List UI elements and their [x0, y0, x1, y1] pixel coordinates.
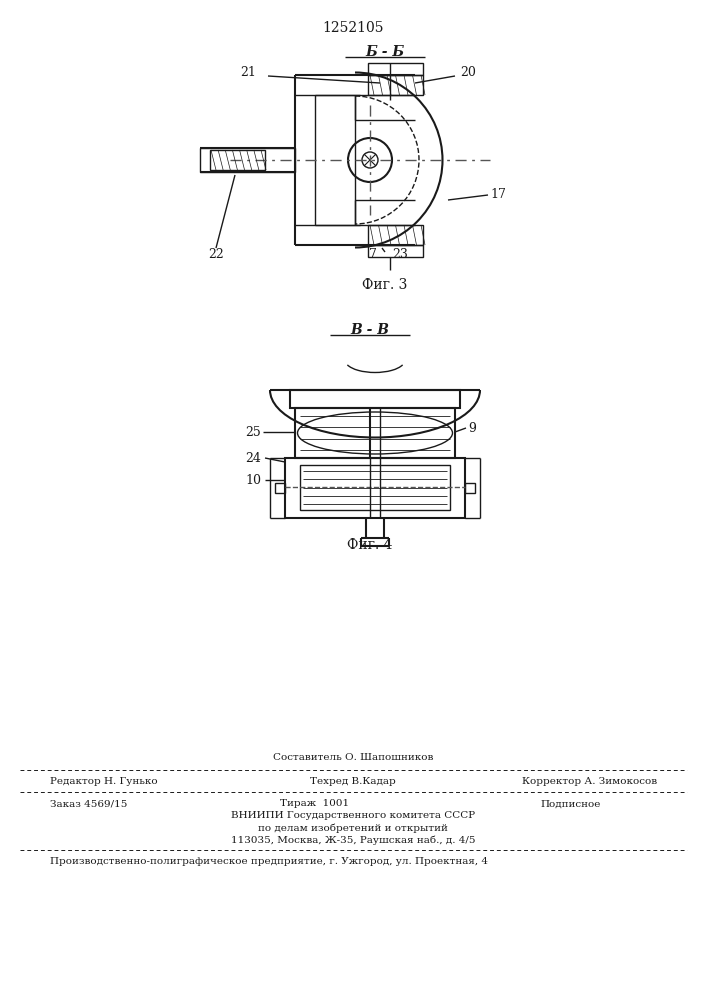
- Bar: [200, 148, 295, 172]
- Text: 17: 17: [490, 188, 506, 202]
- Text: Редактор Н. Гунько: Редактор Н. Гунько: [50, 778, 158, 786]
- Text: Тираж  1001: Тираж 1001: [280, 800, 349, 808]
- Text: Составитель О. Шапошников: Составитель О. Шапошников: [273, 754, 433, 762]
- Text: 25: 25: [245, 426, 261, 438]
- Bar: [210, 150, 265, 170]
- Bar: [368, 245, 423, 257]
- Bar: [285, 458, 465, 518]
- Text: 7: 7: [369, 248, 377, 261]
- Text: 1252105: 1252105: [322, 21, 384, 35]
- Text: 23: 23: [392, 248, 408, 261]
- Bar: [290, 390, 460, 408]
- Text: Фиг. 3: Фиг. 3: [362, 278, 408, 292]
- Text: Производственно-полиграфическое предприятие, г. Ужгород, ул. Проектная, 4: Производственно-полиграфическое предприя…: [50, 857, 488, 866]
- Bar: [465, 483, 475, 493]
- Text: ВНИИПИ Государственного комитета СССР: ВНИИПИ Государственного комитета СССР: [231, 812, 475, 820]
- Text: Б - Б: Б - Б: [366, 45, 404, 59]
- Text: 20: 20: [460, 66, 476, 79]
- Text: Фиг. 4: Фиг. 4: [347, 538, 393, 552]
- Bar: [275, 483, 285, 493]
- Text: 24: 24: [245, 452, 261, 464]
- Text: 22: 22: [208, 248, 224, 261]
- Bar: [368, 63, 423, 75]
- Bar: [368, 75, 423, 95]
- Text: Заказ 4569/15: Заказ 4569/15: [50, 800, 127, 808]
- Bar: [295, 408, 455, 458]
- Text: Подписное: Подписное: [540, 800, 600, 808]
- Text: 113035, Москва, Ж-35, Раушская наб., д. 4/5: 113035, Москва, Ж-35, Раушская наб., д. …: [230, 835, 475, 845]
- Text: Техред В.Кадар: Техред В.Кадар: [310, 778, 396, 786]
- Text: по делам изобретений и открытий: по делам изобретений и открытий: [258, 823, 448, 833]
- Bar: [368, 225, 423, 245]
- Text: В - В: В - В: [351, 323, 390, 337]
- Text: 9: 9: [468, 422, 476, 434]
- Text: 10: 10: [245, 474, 261, 487]
- Text: 21: 21: [240, 66, 256, 79]
- Bar: [300, 465, 450, 510]
- Text: Корректор А. Зимокосов: Корректор А. Зимокосов: [522, 778, 657, 786]
